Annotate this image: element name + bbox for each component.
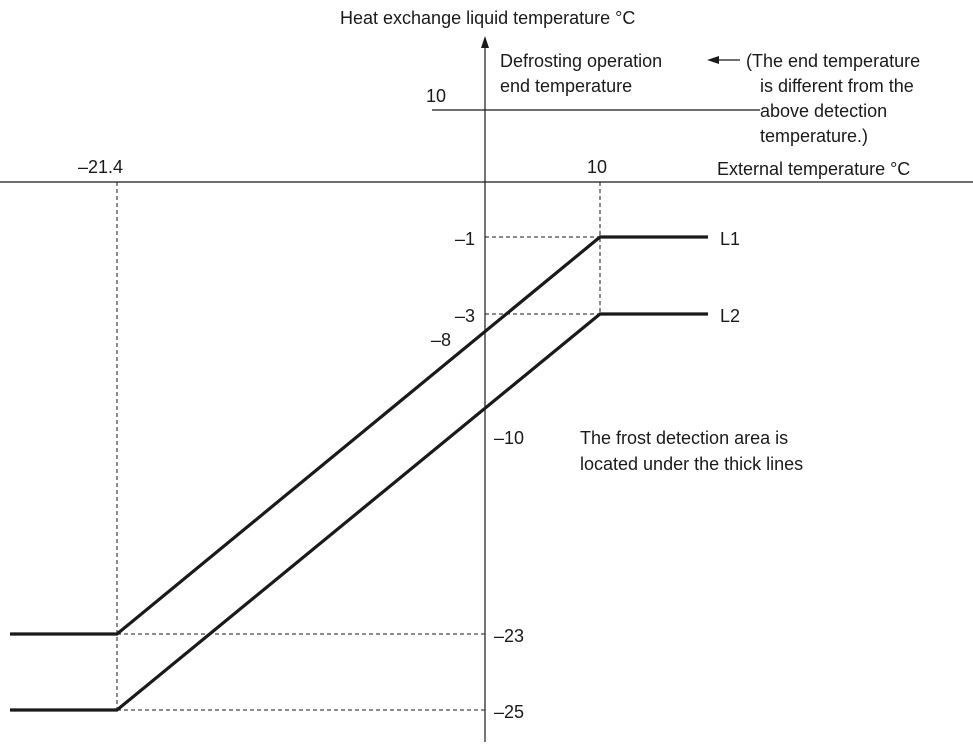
note-line-1: (The end temperature bbox=[746, 51, 920, 71]
tick-y-minus8: –8 bbox=[431, 330, 451, 350]
tick-y-10: 10 bbox=[426, 86, 446, 106]
x-axis-label: External temperature °C bbox=[717, 159, 910, 179]
tick-x-10: 10 bbox=[587, 157, 607, 177]
tick-y-minus23: –23 bbox=[494, 626, 524, 646]
tick-y-minus1: –1 bbox=[455, 229, 475, 249]
tick-x-minus21-4: –21.4 bbox=[78, 157, 123, 177]
note-line-2: is different from the bbox=[760, 76, 914, 96]
frost-area-note-line2: located under the thick lines bbox=[580, 454, 803, 474]
tick-y-minus10: –10 bbox=[494, 428, 524, 448]
defrost-end-label-line2: end temperature bbox=[500, 76, 632, 96]
note-line-4: temperature.) bbox=[760, 126, 868, 146]
series-label-l1: L1 bbox=[720, 229, 740, 249]
series-label-l2: L2 bbox=[720, 306, 740, 326]
y-axis-arrow-icon bbox=[481, 36, 489, 48]
defrost-end-label-line1: Defrosting operation bbox=[500, 51, 662, 71]
annotation-arrow-icon bbox=[707, 56, 719, 64]
frost-area-note-line1: The frost detection area is bbox=[580, 428, 788, 448]
y-axis-label: Heat exchange liquid temperature °C bbox=[340, 8, 635, 28]
series-line-l1 bbox=[10, 235, 708, 636]
series-line-l2 bbox=[10, 312, 708, 712]
note-line-3: above detection bbox=[760, 101, 887, 121]
tick-y-minus3: –3 bbox=[455, 306, 475, 326]
tick-y-minus25: –25 bbox=[494, 702, 524, 722]
